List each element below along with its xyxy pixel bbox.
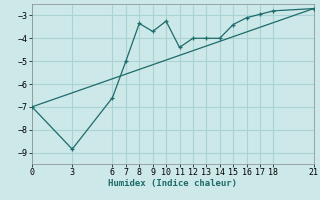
X-axis label: Humidex (Indice chaleur): Humidex (Indice chaleur)	[108, 179, 237, 188]
